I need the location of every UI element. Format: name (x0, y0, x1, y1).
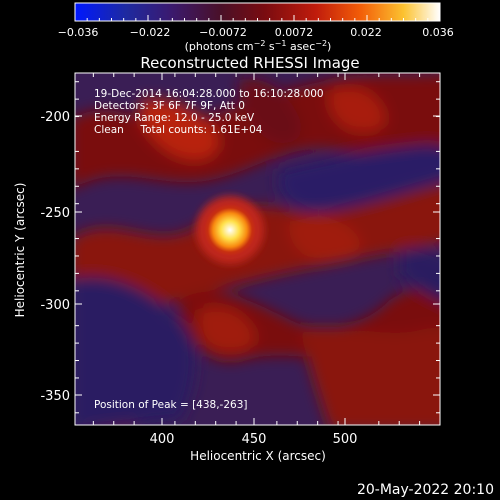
y-axis-label: Heliocentric Y (arcsec) (13, 183, 27, 318)
colorbar-tick-label: −0.036 (58, 26, 99, 39)
y-ticks (75, 115, 440, 396)
colorbar-tick-label: −0.0072 (199, 26, 247, 39)
colorbar-tick-label: 0.022 (350, 26, 382, 39)
colorbar-tick-label: −0.022 (130, 26, 171, 39)
x-axis-label: Heliocentric X (arcsec) (190, 449, 326, 463)
chart-title: Reconstructed RHESSI Image (140, 54, 359, 72)
x-ticks (161, 73, 346, 425)
info-annotations: 19-Dec-2014 16:04:28.000 to 16:10:28.000… (94, 88, 324, 411)
x-tick-label: 500 (333, 432, 358, 447)
footer-timestamp: 20-May-2022 20:10 (357, 482, 494, 498)
colorbar-unit-label: (photons cm−2 s−1 asec−2) (185, 39, 332, 53)
y-tick-label: -200 (40, 110, 70, 125)
colorbar-tick-labels: −0.036 −0.022 −0.0072 0.0072 0.022 0.036 (58, 26, 454, 39)
colorbar-tick-label: 0.0072 (275, 26, 314, 39)
energy-range-annotation: Energy Range: 12.0 - 25.0 keV (94, 112, 255, 124)
peak-position-annotation: Position of Peak = [438,-263] (94, 399, 248, 411)
y-tick-label: -350 (40, 389, 70, 404)
plot-frame (74, 72, 441, 426)
minor-ticks (75, 73, 441, 425)
y-tick-labels: -200 -250 -300 -350 (40, 110, 70, 404)
y-tick-label: -250 (40, 206, 70, 221)
colorbar-tick-label: 0.036 (422, 26, 454, 39)
y-tick-label: -300 (40, 298, 70, 313)
x-tick-labels: 400 450 500 (150, 432, 358, 447)
colorbar-ticks (86, 15, 429, 21)
time-range-annotation: 19-Dec-2014 16:04:28.000 to 16:10:28.000 (94, 88, 324, 100)
x-tick-label: 400 (150, 432, 175, 447)
clean-counts-annotation: Clean Total counts: 1.61E+04 (94, 124, 263, 136)
detectors-annotation: Detectors: 3F 6F 7F 9F, Att 0 (94, 100, 245, 112)
heatmap-image (75, 73, 440, 425)
x-tick-label: 450 (242, 432, 267, 447)
